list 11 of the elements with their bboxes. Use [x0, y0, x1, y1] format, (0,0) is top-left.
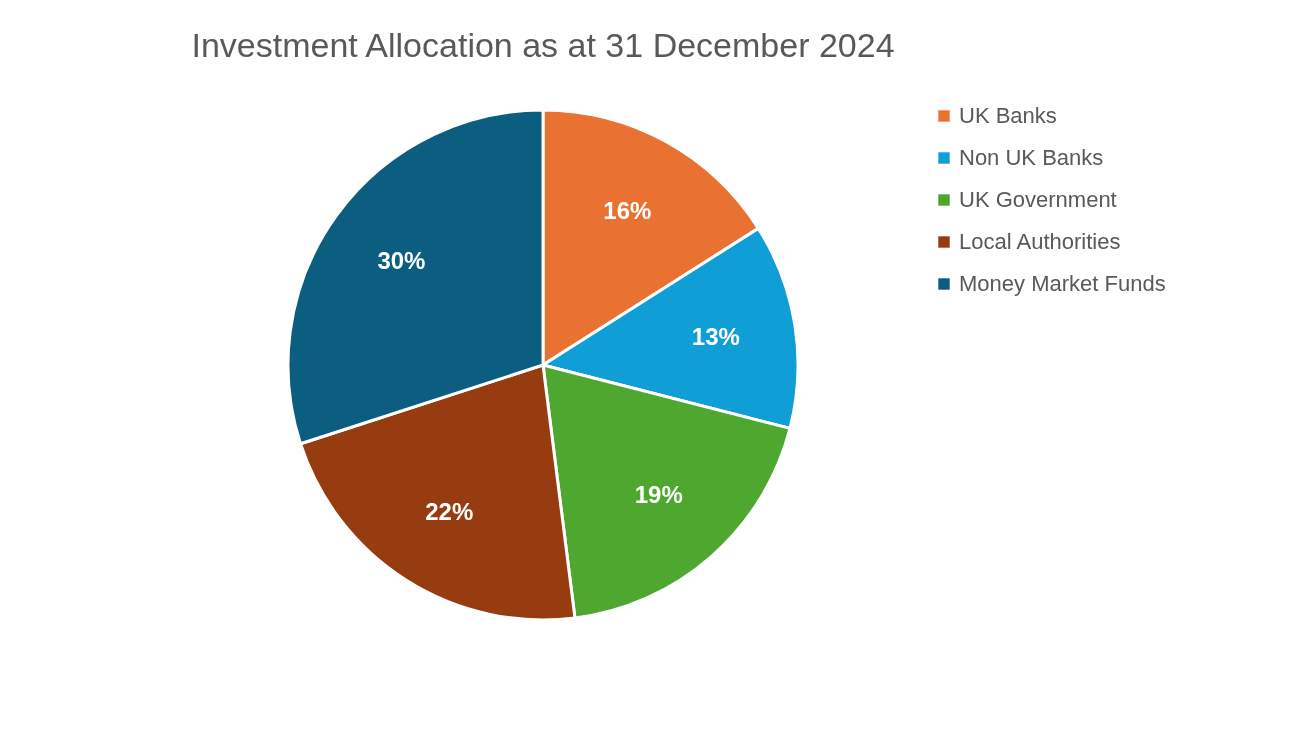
legend-label: UK Banks — [959, 103, 1057, 128]
data-label: 13% — [691, 322, 740, 350]
chart-title: Investment Allocation as at 31 December 2024 — [191, 26, 895, 64]
legend-label: Local Authorities — [959, 229, 1121, 254]
data-label: 19% — [634, 481, 683, 509]
legend-label: Non UK Banks — [959, 145, 1104, 170]
data-label: 30% — [377, 247, 426, 275]
data-label: 22% — [425, 497, 474, 525]
data-label: 16% — [603, 196, 652, 224]
legend-label: Money Market Funds — [959, 271, 1166, 296]
legend-label: UK Government — [959, 187, 1117, 212]
